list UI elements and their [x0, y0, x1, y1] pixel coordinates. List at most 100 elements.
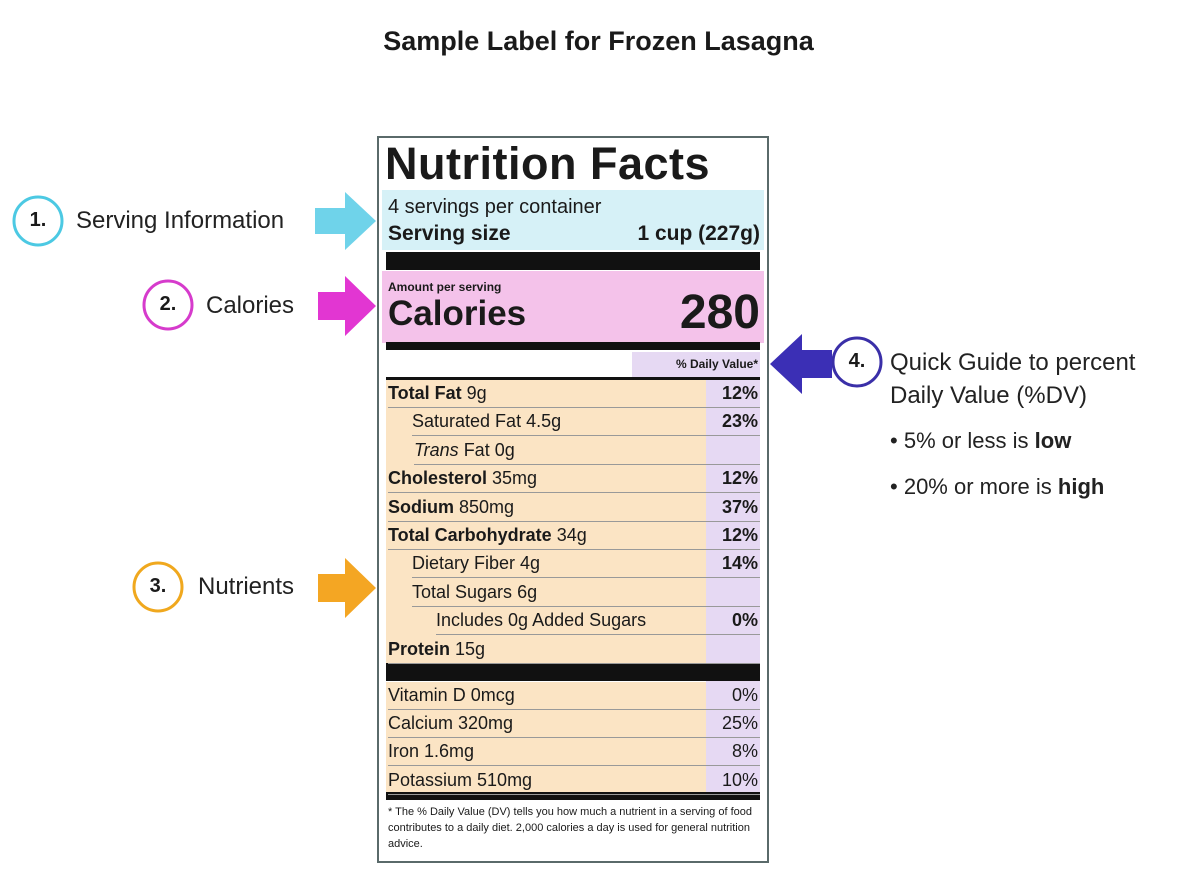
nutrient-row: Protein 15g — [388, 635, 760, 663]
nutrient-name: Protein — [388, 638, 451, 659]
nutrient-name: Saturated Fat — [412, 411, 522, 432]
callout-circle — [831, 336, 883, 388]
bullet-emphasis: low — [1034, 428, 1072, 453]
callout-label: Calories — [206, 292, 295, 319]
bullet: • — [890, 474, 898, 499]
nutrient-row: Total Sugars 6g — [388, 578, 760, 606]
bullet: • — [890, 428, 898, 453]
nutrient-highlight — [386, 682, 706, 792]
row-separator — [388, 737, 760, 739]
nutrient-name: Trans — [414, 439, 459, 460]
daily-value: 0% — [731, 685, 758, 705]
nutrient-amount: 15g — [455, 638, 486, 659]
row-separator — [412, 605, 760, 607]
row-separator — [388, 662, 760, 664]
rule — [386, 792, 760, 800]
nutrient-amount: 34g — [556, 525, 587, 545]
rule — [386, 342, 760, 350]
arrow — [315, 192, 376, 250]
daily-value: 12% — [721, 468, 758, 489]
nutrient-amount: 9g — [466, 383, 487, 403]
nutrient-row: Total Fat 9g 12% — [388, 379, 760, 407]
thick-rule — [386, 252, 760, 270]
nutrient-row: Iron 1.6mg 8% — [388, 737, 760, 765]
nutrient-name: Total Sugars — [412, 581, 513, 602]
nutrient-row: Calcium 320mg 25% — [388, 709, 760, 737]
nutrient-name: Includes 0g Added Sugars — [436, 610, 647, 631]
nutrient-amount: 4.5g — [526, 411, 562, 432]
daily-value: 12% — [721, 383, 758, 403]
nutrient-row: Saturated Fat 4.5g 23% — [388, 407, 760, 435]
callout-number: 2. — [159, 293, 177, 315]
callout-number: 3. — [149, 575, 167, 597]
bullet-text: 20% or more is — [903, 474, 1052, 499]
callout-circle — [142, 279, 194, 331]
arrow — [318, 558, 376, 618]
calories-value: 280 — [679, 286, 760, 339]
row-separator — [388, 709, 760, 710]
nutrient-amount: 6g — [517, 581, 538, 602]
bullet-text: 5% or less is — [903, 428, 1029, 453]
footnote: * The % Daily Value (DV) tells you how m… — [388, 806, 752, 850]
row-separator — [388, 793, 760, 795]
callout-number: 1. — [29, 209, 47, 231]
callout-label: Nutrients — [198, 573, 295, 600]
nutrient-name: Total Carbohydrate — [388, 525, 552, 545]
nutrient-row: Dietary Fiber 4g 14% — [388, 549, 760, 577]
nutrient-row: Sodium 850mg 37% — [388, 493, 760, 521]
label-heading: Nutrition Facts — [385, 138, 711, 189]
nutrient-name: Sodium — [388, 496, 454, 517]
nutrient-row: Includes 0g Added Sugars 0% — [388, 606, 760, 634]
callout-circle — [132, 561, 184, 613]
callout-label: Serving Information — [76, 207, 285, 234]
daily-value: 37% — [721, 496, 758, 517]
nutrient-amount: 850mg — [459, 496, 515, 517]
dv-header: % Daily Value* — [675, 357, 758, 371]
nutrient-amount: 35mg — [492, 468, 538, 489]
serving-size: 1 cup (227g) — [637, 222, 760, 245]
nutrient-name: Iron 1.6mg — [388, 741, 475, 762]
nutrient-row: Trans Fat 0g — [388, 436, 760, 464]
row-separator — [388, 549, 760, 550]
calories-highlight — [382, 271, 764, 343]
daily-value: 25% — [721, 713, 758, 734]
row-separator — [388, 520, 760, 522]
nutrient-name: Potassium 510mg — [388, 769, 533, 790]
guide-bullet: • 5% or less is low — [890, 428, 1071, 454]
thick-rule — [386, 663, 760, 681]
row-separator — [388, 407, 760, 408]
rule — [386, 377, 760, 380]
nutrient-name: Dietary Fiber — [412, 553, 516, 574]
row-separator — [388, 492, 760, 494]
nutrient-name: Vitamin D 0mcg — [388, 685, 515, 705]
daily-value: 8% — [731, 741, 758, 762]
row-separator — [388, 765, 760, 767]
callout-number: 4. — [848, 350, 866, 372]
serving-size-label: Serving size — [388, 222, 511, 245]
row-separator — [412, 577, 760, 579]
arrow — [318, 276, 376, 336]
daily-value: 23% — [721, 411, 758, 432]
nutrient-amount: 4g — [520, 553, 541, 574]
amount-per-serving: Amount per serving — [388, 280, 502, 294]
nutrient-name: Calcium 320mg — [388, 713, 514, 734]
nutrient-row: Vitamin D 0mcg 0% — [388, 681, 760, 709]
bullet-emphasis: high — [1057, 474, 1105, 499]
nutrient-amount: Fat 0g — [463, 439, 515, 460]
daily-value: 0% — [731, 610, 758, 631]
dv-highlight — [706, 379, 760, 792]
guide-bullet: • 20% or more is high — [890, 474, 1104, 500]
dv-header-highlight — [632, 352, 760, 378]
nutrient-row: Potassium 510mg 10% — [388, 766, 760, 794]
nutrient-name: Total Fat — [388, 383, 462, 403]
serving-highlight — [382, 190, 764, 250]
nutrient-name: Cholesterol — [388, 468, 488, 489]
daily-value: 10% — [721, 769, 758, 790]
calories-label: Calories — [388, 294, 527, 333]
nutrient-row: Cholesterol 35mg 12% — [388, 464, 760, 492]
servings: 4 servings per container — [388, 196, 602, 218]
arrow — [770, 334, 832, 394]
row-separator — [412, 435, 760, 437]
